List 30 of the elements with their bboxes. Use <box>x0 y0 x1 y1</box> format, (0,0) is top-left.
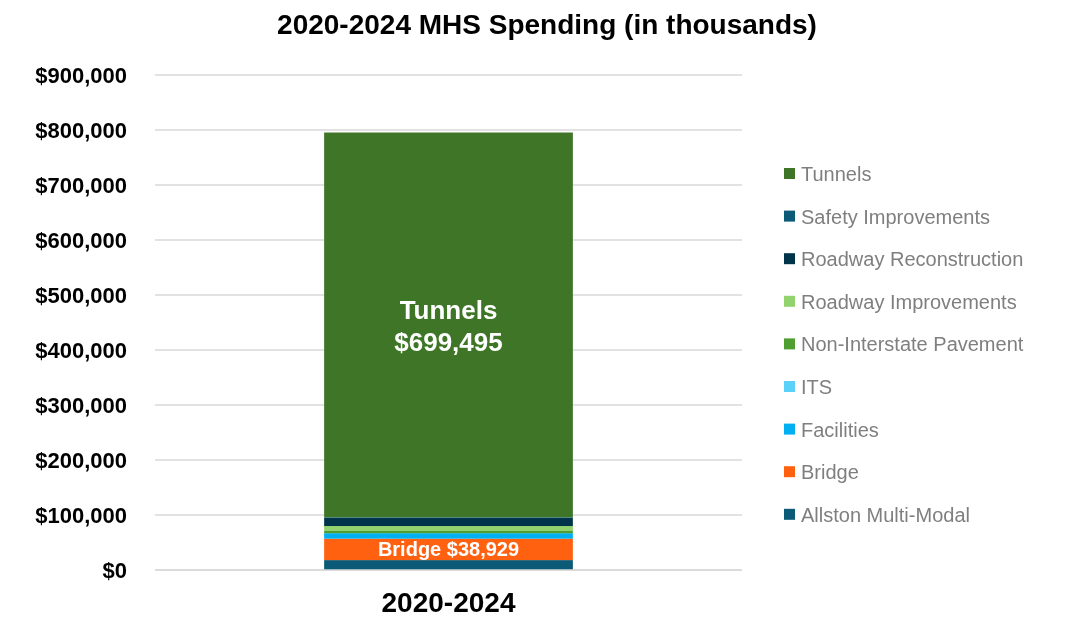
legend-label: ITS <box>801 376 833 398</box>
y-tick-label: $0 <box>102 558 127 583</box>
y-tick-label: $200,000 <box>35 448 127 473</box>
bar <box>324 530 573 534</box>
legend-label: Facilities <box>801 418 879 441</box>
y-tick-label: $900,000 <box>35 63 127 88</box>
legend-label: Roadway Improvements <box>801 290 1017 313</box>
legend-label: Roadway Reconstruction <box>801 248 1024 271</box>
y-tick-label: $100,000 <box>35 503 127 528</box>
bar <box>324 132 573 518</box>
x-tick-label: 2020-2024 <box>381 587 516 618</box>
text: Tunnels <box>399 294 498 325</box>
legend-label: Allston Multi-Modal <box>801 503 970 526</box>
y-tick-label: $300,000 <box>35 393 127 418</box>
bar <box>324 517 573 527</box>
chart-title: 2020-2024 MHS Spending (in thousands) <box>277 9 817 40</box>
legend-label: Safety Improvements <box>801 205 990 228</box>
y-tick-label: $700,000 <box>35 173 127 198</box>
data-label: $699,495 <box>394 326 503 357</box>
legend-label: Bridge <box>801 461 859 484</box>
text: Bridge $38,929 <box>377 538 520 561</box>
y-tick-label: $400,000 <box>35 338 127 363</box>
y-tick-label: $500,000 <box>35 283 127 308</box>
bar <box>324 533 573 539</box>
legend-label: Tunnels <box>801 163 872 185</box>
y-tick-label: $600,000 <box>35 228 127 253</box>
legend-label: Non-Interstate Pavement <box>801 333 1024 356</box>
bar <box>324 560 573 570</box>
y-tick-label: $800,000 <box>35 118 127 143</box>
bar <box>324 526 573 531</box>
